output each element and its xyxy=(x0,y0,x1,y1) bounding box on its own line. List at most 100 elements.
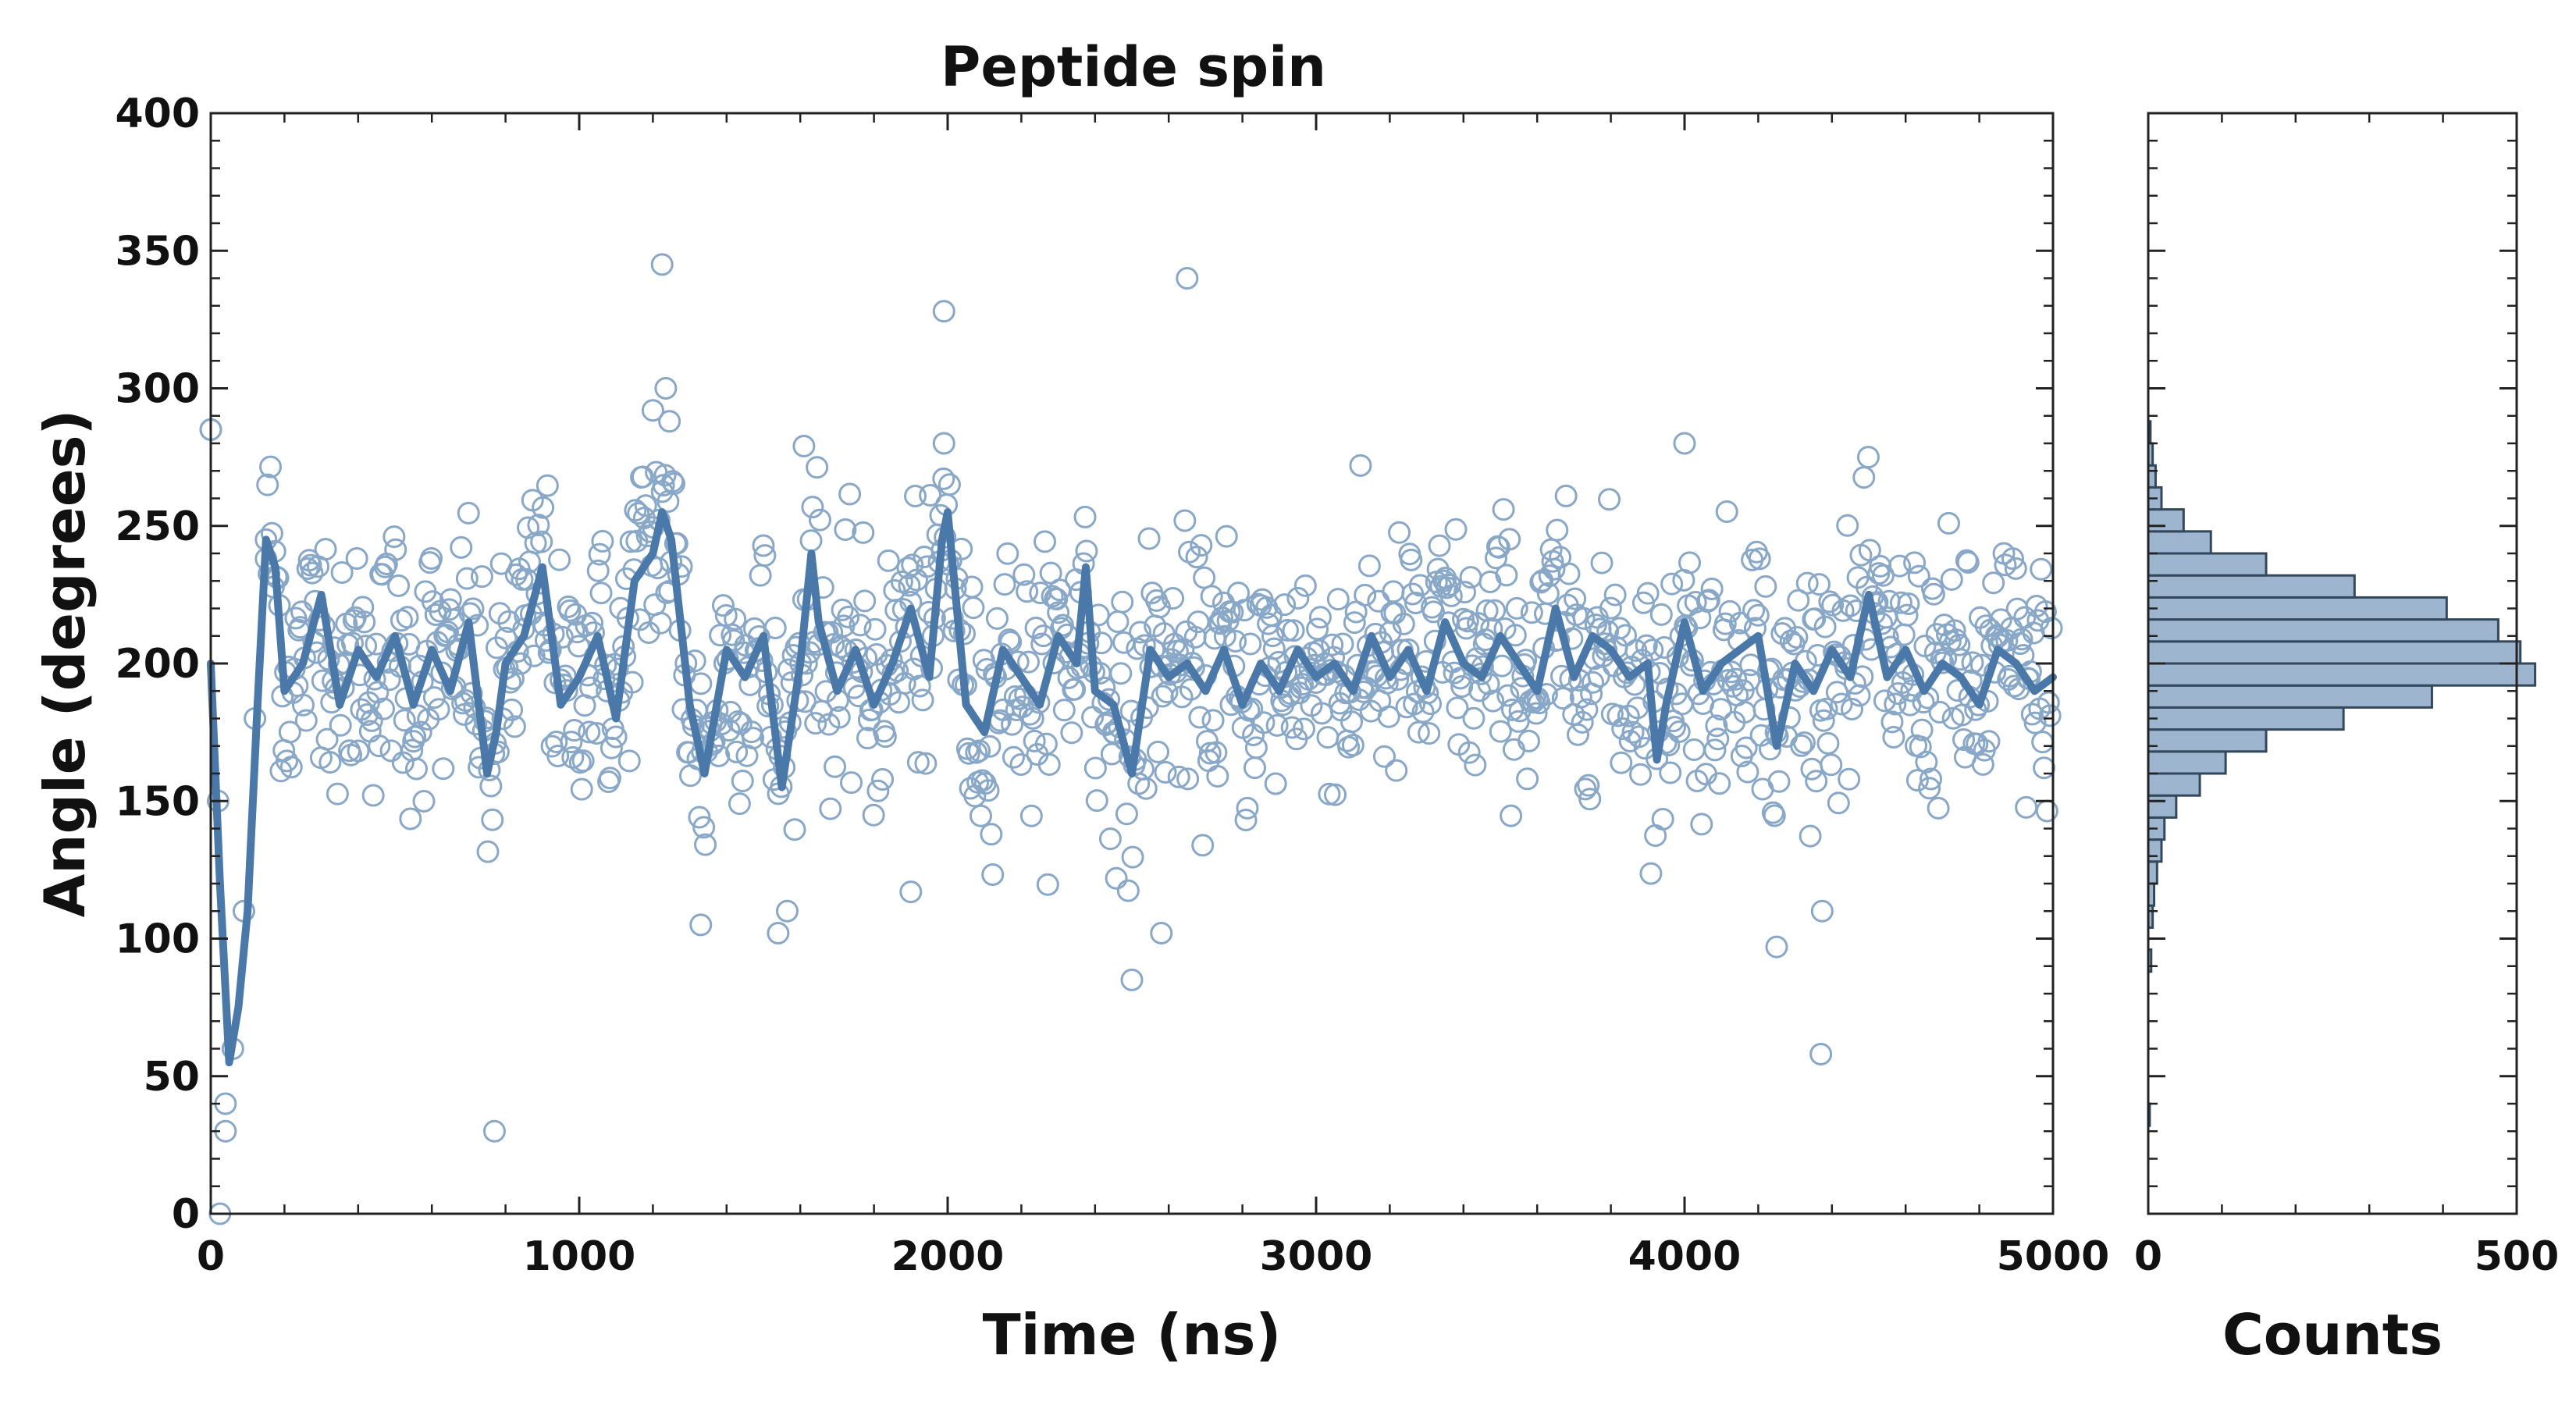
scatter-point xyxy=(1052,699,1076,722)
scatter-point xyxy=(1121,845,1144,869)
scatter-point xyxy=(1265,713,1289,737)
scatter-point xyxy=(1872,564,1895,587)
scatter-outlier xyxy=(1765,935,1788,959)
scatter-point xyxy=(1397,638,1420,661)
scatter-point xyxy=(356,702,379,726)
scatter-point xyxy=(1292,717,1315,741)
scatter-point xyxy=(1200,585,1223,608)
scatter-point xyxy=(1176,767,1200,791)
histogram-bar xyxy=(2147,860,2158,885)
scatter-point xyxy=(908,674,931,698)
histogram-panel: 0 500 xyxy=(2134,112,2559,1280)
scatter-point xyxy=(1331,632,1354,656)
scatter-point xyxy=(412,789,436,813)
scatter-point xyxy=(993,573,1016,596)
scatter-point xyxy=(1542,557,1566,581)
scatter-point xyxy=(1075,539,1098,563)
scatter-point xyxy=(422,686,446,710)
scatter-point xyxy=(1995,628,2019,652)
scatter-point xyxy=(1574,777,1597,801)
histogram-bar xyxy=(2147,552,2268,577)
scatter-point xyxy=(1603,583,1627,606)
main-plot-frame xyxy=(209,112,2055,1215)
scatter-point xyxy=(831,598,854,621)
scatter-point xyxy=(1306,617,1329,641)
scatter-point xyxy=(1146,740,1169,763)
scatter-point xyxy=(1244,736,1268,759)
scatter-point xyxy=(481,808,504,831)
scatter-point xyxy=(1188,706,1212,729)
scatter-point xyxy=(1897,592,1920,616)
scatter-point xyxy=(382,525,406,549)
scatter-point xyxy=(1830,692,1853,716)
histogram-bar xyxy=(2147,508,2185,533)
scatter-point xyxy=(1012,563,1036,586)
scatter-point xyxy=(1599,596,1622,620)
scatter-point xyxy=(1839,594,1863,617)
scatter-point xyxy=(1109,662,1133,685)
scatter-point xyxy=(437,598,461,621)
scatter-point xyxy=(1404,592,1428,615)
scatter-point xyxy=(1888,554,1912,578)
scatter-point xyxy=(1971,752,1994,776)
scatter-point xyxy=(479,774,503,798)
scatter-point xyxy=(1873,689,1896,713)
scatter-point xyxy=(1516,767,1539,791)
scatter-point xyxy=(804,712,827,735)
scatter-point xyxy=(1024,616,1048,639)
scatter-point xyxy=(1961,651,1984,674)
scatter-point xyxy=(497,610,521,633)
scatter-point xyxy=(1341,734,1364,757)
scatter-point xyxy=(604,725,628,749)
scatter-point xyxy=(808,508,831,532)
scatter-point xyxy=(962,596,985,620)
scatter-point xyxy=(1977,730,2001,753)
scatter-point xyxy=(1286,586,1310,610)
scatter-point xyxy=(598,767,621,790)
scatter-point xyxy=(663,472,686,496)
scatter-point xyxy=(1490,654,1514,678)
scatter-point xyxy=(1659,761,1682,784)
scatter-point xyxy=(318,751,342,774)
scatter-point xyxy=(1418,722,1441,745)
histogram-bar xyxy=(2147,662,2537,687)
scatter-point xyxy=(1498,528,1521,551)
scatter-point xyxy=(1477,672,1500,695)
scatter-point xyxy=(455,567,479,590)
scatter-point xyxy=(1909,735,1932,759)
scatter-point xyxy=(819,797,842,820)
scatter-point xyxy=(1503,624,1527,647)
scatter-point xyxy=(1882,726,1905,749)
scatter-point xyxy=(368,735,391,758)
scatter-point xyxy=(1889,591,1912,614)
scatter-point xyxy=(1629,763,1653,786)
scatter-point xyxy=(571,749,595,773)
scatter-point xyxy=(1002,745,1025,769)
scatter-point xyxy=(1966,732,1989,756)
y-tick-label: 400 xyxy=(115,91,200,137)
scatter-point xyxy=(1956,551,1980,574)
scatter-point xyxy=(315,727,339,751)
scatter-point xyxy=(1667,720,1691,743)
scatter-point xyxy=(1282,619,1305,642)
scatter-point xyxy=(260,521,283,545)
scatter-point xyxy=(1710,698,1733,721)
scatter-point xyxy=(1582,670,1605,694)
scatter-point xyxy=(1501,698,1525,721)
x-tick-label: 0 xyxy=(197,1233,225,1280)
scatter-point xyxy=(1236,796,1259,820)
scatter-point xyxy=(1816,731,1840,755)
scatter-point xyxy=(1173,509,1197,532)
scatter-point xyxy=(1023,729,1046,752)
scatter-point xyxy=(1651,807,1674,831)
scatter-point xyxy=(1608,617,1631,640)
scatter-point xyxy=(2033,600,2057,624)
scatter-point xyxy=(1308,606,1332,629)
scatter-point xyxy=(1167,765,1190,788)
scatter-point xyxy=(914,752,938,775)
scatter-point xyxy=(904,485,927,508)
scatter-point xyxy=(1827,791,1850,815)
scatter-point xyxy=(838,482,862,506)
scatter-point xyxy=(1349,454,1372,477)
scatter-point xyxy=(1419,692,1443,716)
